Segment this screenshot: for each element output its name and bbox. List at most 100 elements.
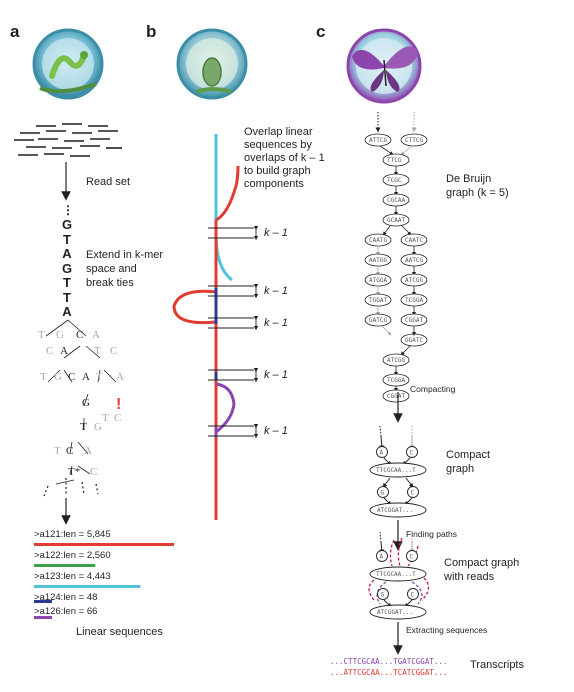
compact-graph-label: Compact graph xyxy=(446,448,490,476)
extend-text: Extend in k-mer space and break ties xyxy=(86,248,163,290)
debruijn-line-1: De Bruijn xyxy=(446,172,509,186)
compacting-label: Compacting xyxy=(410,383,455,396)
overlap-text: Overlap linear sequences by overlaps of … xyxy=(244,126,325,191)
kmer-node-label: CAATG xyxy=(369,237,387,244)
tree-letter: G xyxy=(56,329,64,341)
compact-node-top-2: TTCGCAA...T xyxy=(376,571,416,578)
sequence-bar xyxy=(34,585,140,588)
graph-edge xyxy=(382,326,390,334)
graph-edge xyxy=(384,226,390,234)
extension-tree-lines xyxy=(46,320,116,484)
compact-node-top: TTCGCAA...T xyxy=(376,467,416,474)
tree-letter: C xyxy=(46,345,53,357)
conflict-mark: ! xyxy=(116,396,121,414)
seq-label-4: >a124:len = 48 xyxy=(34,591,97,604)
tree-letter: T xyxy=(38,329,45,341)
compact-graph-line-2: graph xyxy=(446,462,490,476)
column-letter: T xyxy=(60,233,74,248)
seq-label-5: >a126:len = 66 xyxy=(34,605,97,618)
node-g: G xyxy=(381,490,385,497)
kmer-node-label: ATCGG xyxy=(387,357,405,364)
panel-letter-c: c xyxy=(316,22,325,42)
kmer-node-label: CGGAT xyxy=(387,393,405,400)
overlap-line-1: Overlap linear xyxy=(244,126,325,139)
tree-letter: T xyxy=(94,345,101,357)
node-c: C xyxy=(410,450,414,457)
node-a: A xyxy=(380,450,384,457)
kmer-node-label: CGGAT xyxy=(405,317,423,324)
node-a-2: A xyxy=(380,554,384,561)
k-label-1: k – 1 xyxy=(264,227,288,240)
column-letter: G xyxy=(60,218,74,233)
compact-graph: A C TTCGCAA...T G C ATCGGAT... xyxy=(370,426,426,517)
graph-edge xyxy=(402,346,410,354)
column-letter: T xyxy=(60,291,74,306)
tree-letter: T xyxy=(80,421,87,433)
linear-sequences-label: Linear sequences xyxy=(76,626,163,639)
panel-letter-a: a xyxy=(10,22,19,42)
compact-reads-label: Compact graph with reads xyxy=(444,556,519,584)
kmer-node-label: ATGGA xyxy=(369,277,387,284)
kmer-node-label: TTCG xyxy=(387,157,402,164)
column-letter: T xyxy=(60,276,74,291)
column-letter: A xyxy=(60,247,74,262)
tree-letter: A xyxy=(60,345,68,357)
transcript-2: ...ATTCGCAA...TCATCGGAT... xyxy=(330,667,447,678)
tree-letter: A xyxy=(82,371,90,383)
compact-node-bottom-2: ATCGGAT... xyxy=(377,609,413,616)
inchworm-badge xyxy=(34,30,102,98)
overlap-line-3: overlaps of k – 1 xyxy=(244,152,325,165)
sequence-bar xyxy=(34,543,174,546)
compact-reads-line-2: with reads xyxy=(444,570,519,584)
kmer-node-label: CGCAA xyxy=(387,197,405,204)
read-set-label: Read set xyxy=(86,176,130,189)
tree-letter: T xyxy=(54,445,61,457)
compact-graph-with-reads: A C TTCGCAA...T G C ATCGGAT... xyxy=(369,532,429,619)
kmer-node-label: GCAAT xyxy=(387,217,405,224)
kmer-node-label: TCGC xyxy=(387,177,402,184)
tree-letter: G xyxy=(94,421,102,433)
tree-letter: A xyxy=(92,329,100,341)
de-bruijn-graph: ATTCG CTTCG TTCG TCGC CGCAA GCAAT CAATG CAATC AA… xyxy=(365,112,427,402)
compact-node-bottom: ATCGGAT... xyxy=(377,507,413,514)
tree-letter: T xyxy=(40,371,47,383)
kmer-node-label: AATCG xyxy=(405,257,423,264)
purple-sequence xyxy=(216,384,234,432)
node-c2: C xyxy=(411,490,415,497)
k-label-3: k – 1 xyxy=(264,317,288,330)
cyan-sequence xyxy=(216,134,232,280)
extend-line-2: space and xyxy=(86,262,163,276)
chrysalis-badge xyxy=(178,30,246,98)
tree-letter: C xyxy=(76,329,83,341)
extend-line-3: break ties xyxy=(86,276,163,290)
kmer-node-label: TCGGA xyxy=(405,297,423,304)
tree-letter: C xyxy=(110,345,117,357)
red-branch-top xyxy=(216,166,238,220)
column-letter: A xyxy=(60,305,74,320)
overlap-line-4: to build graph xyxy=(244,165,325,178)
kmer-node-label: CTTCG xyxy=(405,137,423,144)
kmer-node-label: ATCGG xyxy=(405,277,423,284)
overlap-line-5: components xyxy=(244,178,325,191)
panel-letter-b: b xyxy=(146,22,156,42)
kmer-node-label: ATTCG xyxy=(369,137,387,144)
butterfly-badge xyxy=(348,30,420,102)
transcript-1: ...CTTCGCAA...TGATCGGAT... xyxy=(330,656,447,667)
kmer-node-label: GATCG xyxy=(369,317,387,324)
tree-letter: A xyxy=(116,371,124,383)
tree-letter: C xyxy=(90,466,97,478)
node-g-2: G xyxy=(381,592,385,599)
node-c-2: C xyxy=(410,554,414,561)
graph-edge xyxy=(402,146,412,154)
tree-letter: T* xyxy=(68,466,80,478)
kmer-node-label: TCGGA xyxy=(387,377,405,384)
extension-column: G T A G T T A xyxy=(60,218,74,320)
read-set-lines xyxy=(14,124,122,156)
seq-label-1: >a121:len = 5,845 xyxy=(34,528,111,541)
k-label-4: k – 1 xyxy=(264,369,288,382)
tree-letter: T xyxy=(102,412,109,424)
overlap-line-2: sequences by xyxy=(244,139,325,152)
extracting-label: Extracting sequences xyxy=(406,624,487,637)
compact-reads-line-1: Compact graph xyxy=(444,556,519,570)
column-letter: G xyxy=(60,262,74,277)
